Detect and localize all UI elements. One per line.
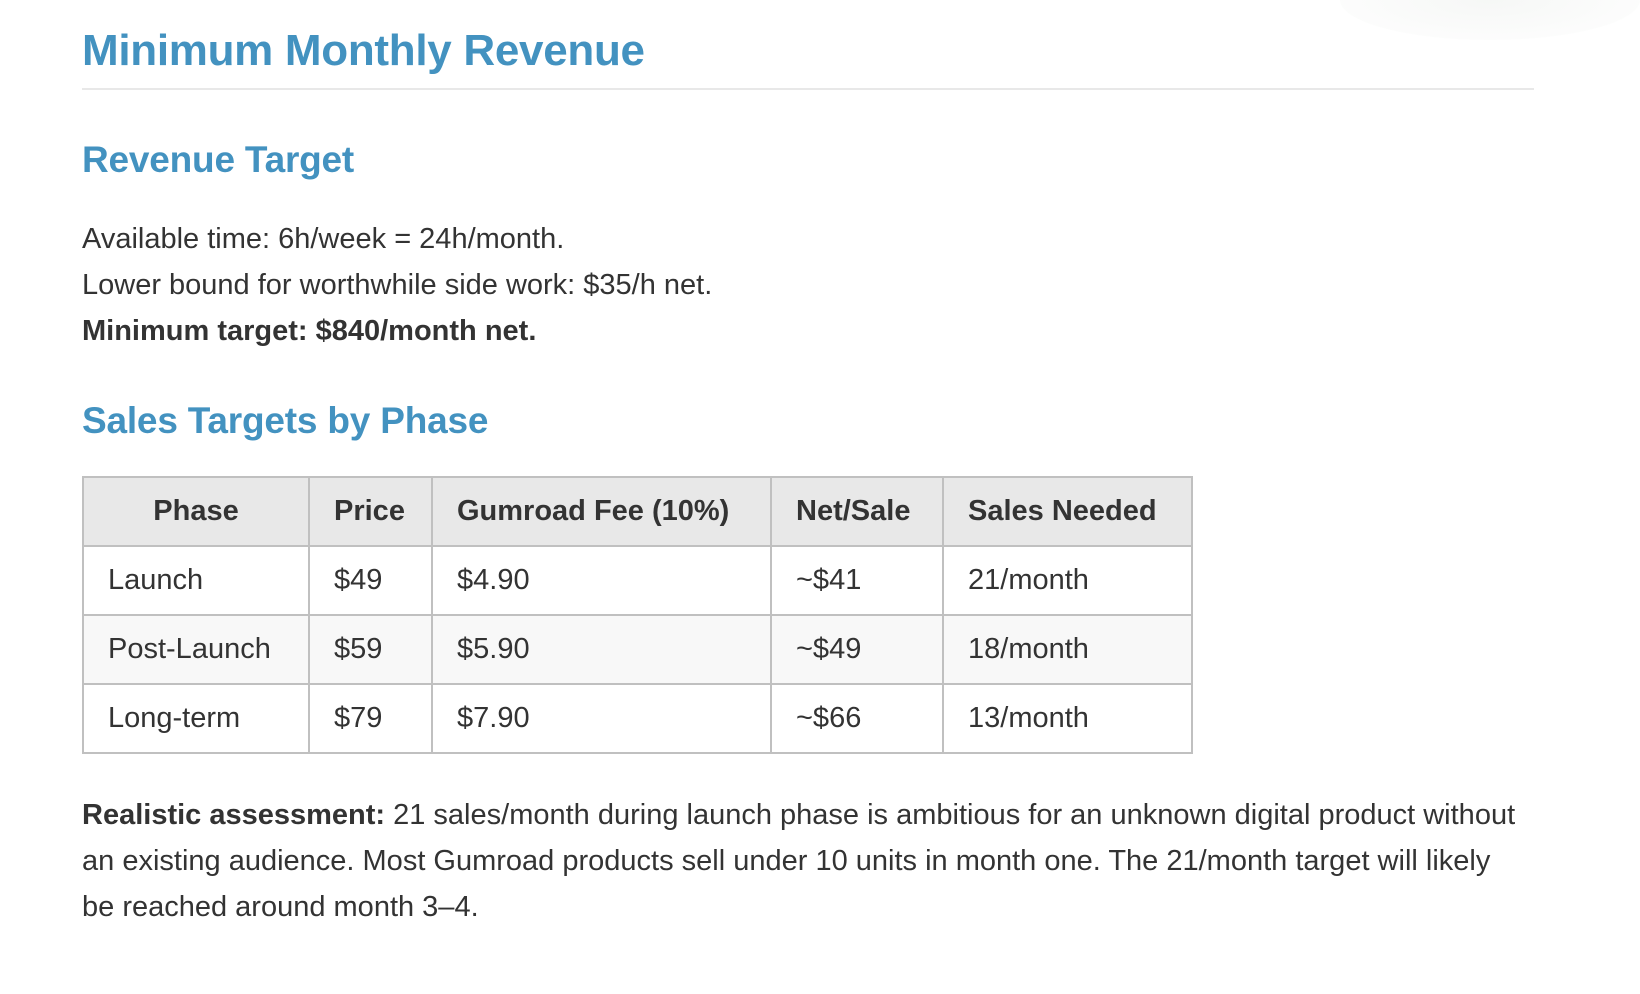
cell-net: ~$49 [770,614,944,685]
cell-phase: Post-Launch [82,614,310,685]
assessment-text: 21 sales/month during launch phase is am… [82,799,1516,923]
cell-phase: Launch [82,545,310,616]
table-header-row: Phase Price Gumroad Fee (10%) Net/Sale S… [82,476,1193,547]
cell-fee: $4.90 [431,545,772,616]
cell-fee: $7.90 [431,683,772,754]
cell-net: ~$66 [770,683,944,754]
table-row: Post-Launch $59 $5.90 ~$49 18/month [82,614,1193,685]
assessment-label: Realistic assessment: [82,799,386,831]
table-row: Launch $49 $4.90 ~$41 21/month [82,545,1193,616]
header-sales-needed: Sales Needed [942,476,1193,547]
cell-price: $79 [308,683,433,754]
title-divider [82,88,1534,90]
header-phase: Phase [82,476,310,547]
cell-price: $49 [308,545,433,616]
cell-sales-needed: 21/month [942,545,1193,616]
header-net-per-sale: Net/Sale [770,476,944,547]
header-price: Price [308,476,433,547]
cell-fee: $5.90 [431,614,772,685]
header-gumroad-fee: Gumroad Fee (10%) [431,476,772,547]
realistic-assessment-paragraph: Realistic assessment: 21 sales/month dur… [82,792,1522,930]
section-heading-revenue-target: Revenue Target [82,139,355,180]
cell-sales-needed: 18/month [942,614,1193,685]
page-title: Minimum Monthly Revenue [82,26,645,75]
cell-sales-needed: 13/month [942,683,1193,754]
cell-price: $59 [308,614,433,685]
minimum-target-line: Minimum target: $840/month net. [82,315,537,347]
cell-net: ~$41 [770,545,944,616]
corner-shadow [1340,0,1640,40]
revenue-target-paragraph: Available time: 6h/week = 24h/month. Low… [82,216,712,354]
section-heading-sales-targets: Sales Targets by Phase [82,400,489,441]
cell-phase: Long-term [82,683,310,754]
lower-bound-line: Lower bound for worthwhile side work: $3… [82,269,713,301]
sales-targets-table: Phase Price Gumroad Fee (10%) Net/Sale S… [82,476,1193,754]
available-time-line: Available time: 6h/week = 24h/month. [82,223,565,255]
table-row: Long-term $79 $7.90 ~$66 13/month [82,683,1193,754]
